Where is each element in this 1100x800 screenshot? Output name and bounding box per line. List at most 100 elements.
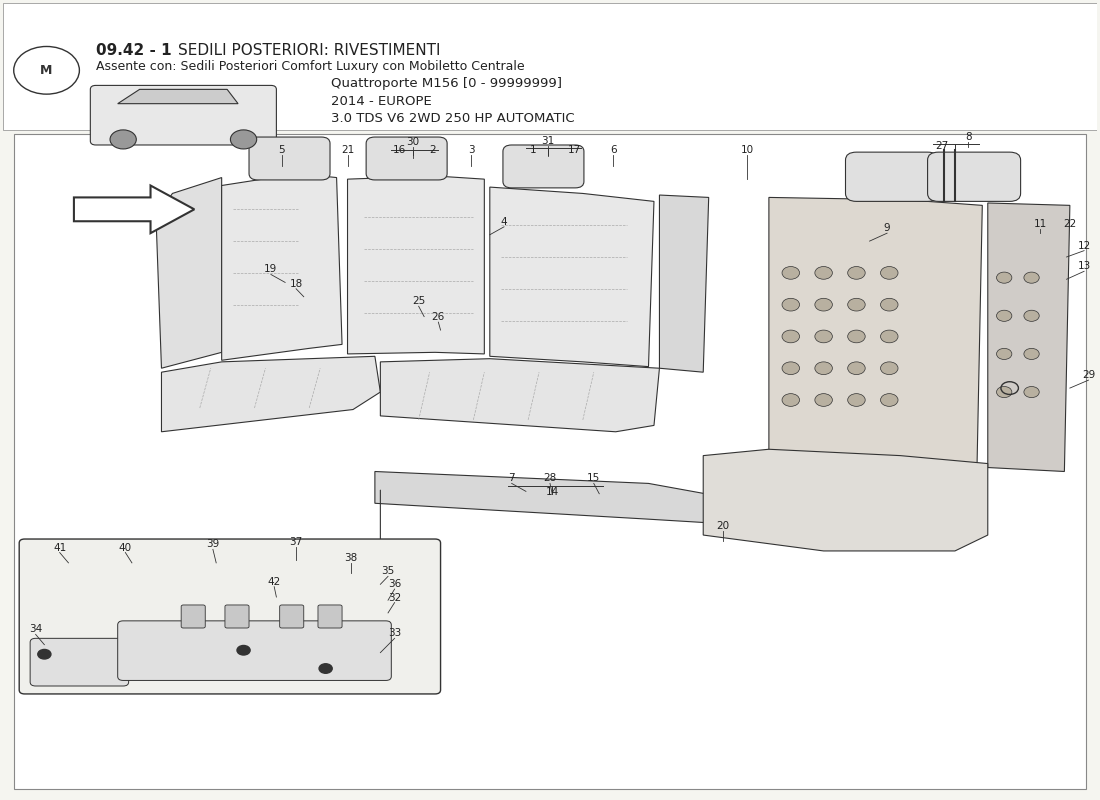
Circle shape: [1024, 310, 1040, 322]
Text: 2014 - EUROPE: 2014 - EUROPE: [331, 94, 432, 108]
Circle shape: [1024, 348, 1040, 359]
Text: 3: 3: [468, 146, 474, 155]
Circle shape: [236, 646, 250, 655]
Circle shape: [782, 394, 800, 406]
Circle shape: [880, 330, 898, 342]
Text: 15: 15: [587, 474, 601, 483]
Text: 25: 25: [412, 296, 426, 306]
Circle shape: [997, 386, 1012, 398]
Circle shape: [848, 330, 866, 342]
Polygon shape: [659, 195, 708, 372]
Polygon shape: [156, 178, 222, 368]
Text: 14: 14: [546, 487, 559, 497]
Text: 28: 28: [543, 474, 557, 483]
Text: 42: 42: [267, 577, 280, 586]
Polygon shape: [118, 90, 238, 104]
Polygon shape: [162, 356, 381, 432]
Circle shape: [815, 266, 833, 279]
Text: 35: 35: [382, 566, 395, 576]
Circle shape: [815, 330, 833, 342]
FancyBboxPatch shape: [366, 137, 447, 180]
Text: 33: 33: [388, 628, 401, 638]
Text: 5: 5: [278, 146, 285, 155]
Text: 12: 12: [1078, 241, 1091, 250]
Circle shape: [997, 272, 1012, 283]
Circle shape: [880, 298, 898, 311]
Text: 20: 20: [716, 521, 729, 531]
Text: 3.0 TDS V6 2WD 250 HP AUTOMATIC: 3.0 TDS V6 2WD 250 HP AUTOMATIC: [331, 112, 574, 126]
Circle shape: [1024, 386, 1040, 398]
FancyBboxPatch shape: [118, 621, 392, 681]
Circle shape: [230, 130, 256, 149]
Text: 19: 19: [264, 265, 277, 274]
Circle shape: [848, 394, 866, 406]
Circle shape: [319, 664, 332, 674]
FancyBboxPatch shape: [30, 638, 129, 686]
Text: 32: 32: [388, 593, 401, 602]
Polygon shape: [74, 186, 195, 233]
Circle shape: [782, 266, 800, 279]
Circle shape: [110, 130, 136, 149]
Circle shape: [37, 650, 51, 659]
Circle shape: [815, 394, 833, 406]
Circle shape: [848, 266, 866, 279]
Circle shape: [782, 330, 800, 342]
Text: Quattroporte M156 [0 - 99999999]: Quattroporte M156 [0 - 99999999]: [331, 78, 562, 90]
Polygon shape: [222, 174, 342, 360]
FancyBboxPatch shape: [927, 152, 1021, 202]
Text: 27: 27: [935, 142, 948, 151]
Text: 4: 4: [500, 217, 507, 227]
Text: 37: 37: [289, 537, 302, 547]
Text: SEDILI POSTERIORI: RIVESTIMENTI: SEDILI POSTERIORI: RIVESTIMENTI: [178, 43, 440, 58]
Text: 22: 22: [1064, 219, 1077, 229]
Text: Assente con: Sedili Posteriori Comfort Luxury con Mobiletto Centrale: Assente con: Sedili Posteriori Comfort L…: [96, 60, 525, 73]
Circle shape: [782, 298, 800, 311]
Text: 09.42 - 1: 09.42 - 1: [96, 43, 177, 58]
Circle shape: [848, 298, 866, 311]
FancyBboxPatch shape: [3, 2, 1097, 130]
FancyBboxPatch shape: [318, 605, 342, 628]
Circle shape: [815, 362, 833, 374]
Polygon shape: [348, 176, 484, 354]
Text: 9: 9: [883, 223, 890, 233]
Text: 8: 8: [965, 132, 971, 142]
Circle shape: [815, 298, 833, 311]
Text: 17: 17: [568, 146, 581, 155]
FancyBboxPatch shape: [503, 145, 584, 188]
Text: 41: 41: [53, 542, 66, 553]
Text: M: M: [41, 64, 53, 77]
Text: 11: 11: [1034, 219, 1047, 229]
Text: 2: 2: [430, 146, 437, 155]
FancyBboxPatch shape: [182, 605, 206, 628]
Text: 10: 10: [740, 146, 754, 155]
FancyBboxPatch shape: [90, 86, 276, 145]
Circle shape: [782, 362, 800, 374]
Text: 34: 34: [29, 624, 42, 634]
Polygon shape: [769, 198, 982, 475]
Circle shape: [880, 362, 898, 374]
Polygon shape: [381, 358, 659, 432]
Polygon shape: [490, 187, 654, 366]
FancyBboxPatch shape: [13, 134, 1087, 790]
Text: 31: 31: [541, 136, 554, 146]
FancyBboxPatch shape: [279, 605, 304, 628]
Text: 7: 7: [508, 474, 515, 483]
Text: 30: 30: [407, 138, 420, 147]
Circle shape: [880, 266, 898, 279]
Text: 29: 29: [1081, 370, 1096, 380]
Circle shape: [1024, 272, 1040, 283]
Circle shape: [997, 348, 1012, 359]
Polygon shape: [988, 203, 1070, 471]
Text: 16: 16: [393, 146, 406, 155]
FancyBboxPatch shape: [224, 605, 249, 628]
Circle shape: [997, 310, 1012, 322]
Text: 40: 40: [119, 542, 132, 553]
Text: 1: 1: [530, 146, 537, 155]
Text: 18: 18: [289, 278, 302, 289]
Text: 13: 13: [1078, 262, 1091, 271]
Text: 38: 38: [344, 553, 358, 563]
Circle shape: [848, 362, 866, 374]
Polygon shape: [703, 450, 988, 551]
Polygon shape: [375, 471, 714, 523]
Circle shape: [880, 394, 898, 406]
